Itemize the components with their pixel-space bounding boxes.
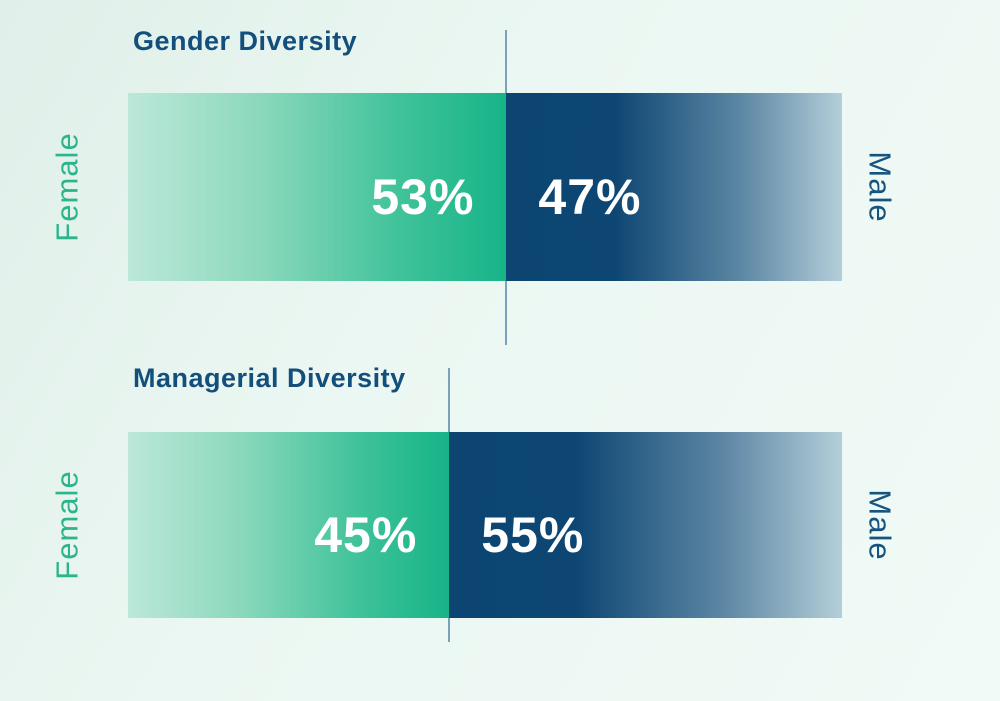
female-axis-label-text: Female xyxy=(50,470,85,580)
female-bar-segment: 45% xyxy=(128,432,450,618)
male-axis-label-text: Male xyxy=(863,151,899,223)
male-value-label: 47% xyxy=(538,169,642,225)
male-axis-label-text: Male xyxy=(863,489,899,561)
male-axis-label: Male xyxy=(850,93,910,281)
chart-title-gender: Gender Diversity xyxy=(133,26,358,56)
female-axis-label: Female xyxy=(38,93,98,281)
female-value-label: 53% xyxy=(371,169,475,225)
female-axis-label-text: Female xyxy=(50,132,85,242)
female-bar-segment: 53% xyxy=(128,93,507,281)
managerial-diversity-bar: 45% 55% xyxy=(128,368,842,642)
female-axis-label: Female xyxy=(38,432,98,618)
gender-diversity-bar: 53% 47% xyxy=(128,30,842,345)
male-bar-segment: 47% xyxy=(506,93,842,281)
male-axis-label: Male xyxy=(850,432,910,618)
male-value-label: 55% xyxy=(481,507,585,563)
male-bar-segment: 55% xyxy=(449,432,842,618)
female-value-label: 45% xyxy=(314,507,418,563)
chart-title-managerial: Managerial Diversity xyxy=(133,363,406,393)
